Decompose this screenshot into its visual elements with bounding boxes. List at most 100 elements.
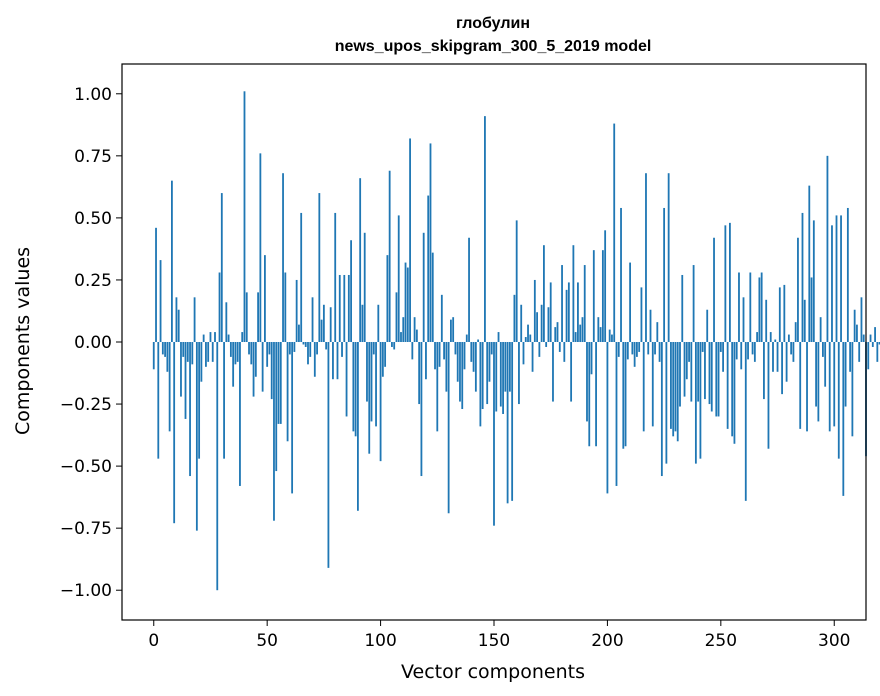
- bar: [760, 272, 763, 342]
- bar: [184, 342, 187, 419]
- bar: [406, 267, 409, 342]
- bar: [459, 342, 461, 402]
- bar: [608, 329, 611, 342]
- bar: [266, 342, 269, 367]
- bar: [592, 250, 595, 342]
- bar: [159, 260, 162, 342]
- bar: [633, 342, 636, 367]
- bar: [681, 274, 684, 342]
- bar: [706, 309, 709, 342]
- bar: [790, 342, 793, 355]
- bar: [871, 342, 874, 347]
- bar: [345, 342, 348, 417]
- bar: [812, 220, 815, 343]
- bar: [152, 342, 155, 370]
- bar: [590, 342, 593, 375]
- bar: [450, 319, 452, 342]
- bar: [540, 304, 543, 342]
- bar: [862, 334, 865, 342]
- bar: [867, 342, 870, 370]
- bar: [579, 324, 582, 343]
- bar: [561, 265, 563, 342]
- bar: [481, 342, 484, 410]
- bar: [729, 222, 731, 342]
- bar: [241, 332, 244, 342]
- bar: [647, 342, 650, 355]
- bar: [445, 342, 448, 392]
- bar: [409, 138, 411, 342]
- bar: [363, 232, 366, 342]
- bar: [563, 342, 566, 362]
- y-tick-label: 0.50: [74, 209, 112, 229]
- bar: [218, 272, 221, 342]
- bar: [617, 342, 620, 357]
- bar: [370, 342, 373, 422]
- bar: [846, 207, 849, 342]
- bar: [171, 180, 173, 342]
- bar: [529, 334, 532, 342]
- bar: [869, 334, 872, 342]
- y-tick-label: −1.00: [60, 581, 112, 601]
- bar: [157, 342, 160, 459]
- bar: [613, 123, 616, 342]
- y-tick-label: 0.25: [74, 271, 112, 291]
- bar: [168, 342, 171, 432]
- bar: [615, 342, 618, 486]
- bar: [341, 342, 343, 357]
- bar: [284, 272, 287, 342]
- bar: [304, 342, 307, 347]
- bar: [731, 342, 734, 437]
- bar: [819, 317, 822, 342]
- bar: [715, 342, 718, 417]
- x-tick-label: 50: [256, 631, 278, 651]
- y-axis-ticks: −1.00 −0.75 −0.50 −0.25 0.00 0.25 0.50 0.75 1.00: [60, 85, 122, 601]
- bar: [318, 193, 321, 342]
- bar: [574, 332, 577, 342]
- y-tick-label: −0.50: [60, 457, 112, 477]
- bar: [164, 342, 166, 357]
- bar: [556, 322, 559, 342]
- bar: [431, 252, 434, 342]
- bar: [302, 342, 305, 345]
- bar: [273, 342, 275, 521]
- bar: [840, 215, 842, 342]
- bar: [531, 342, 534, 372]
- bar: [722, 342, 724, 372]
- bar: [785, 342, 788, 382]
- bar: [223, 342, 225, 459]
- bar: [588, 342, 591, 447]
- bar: [667, 173, 670, 342]
- bar: [849, 342, 852, 372]
- bar: [597, 317, 600, 342]
- y-tick-label: 1.00: [74, 85, 112, 105]
- bar: [359, 178, 362, 342]
- bar: [352, 342, 355, 432]
- bar: [545, 342, 548, 347]
- x-tick-label: 300: [818, 631, 850, 651]
- x-tick-label: 150: [478, 631, 510, 651]
- bar: [252, 342, 255, 397]
- bar: [774, 339, 777, 342]
- bar: [234, 342, 237, 365]
- bar: [350, 240, 352, 342]
- bar: [638, 342, 641, 352]
- bar: [372, 342, 375, 355]
- bar: [817, 342, 820, 422]
- bar: [200, 342, 203, 382]
- bar: [701, 342, 704, 352]
- bar: [826, 155, 829, 342]
- bar: [177, 309, 180, 342]
- bar: [268, 342, 271, 355]
- bar: [699, 342, 702, 459]
- bar: [368, 342, 371, 454]
- bar: [824, 342, 827, 387]
- bar: [411, 342, 414, 360]
- bar: [322, 304, 325, 342]
- bar: [697, 342, 700, 402]
- bar: [393, 342, 396, 350]
- bar: [288, 342, 291, 355]
- bar: [581, 317, 584, 342]
- bar: [175, 297, 178, 342]
- bar: [490, 342, 493, 355]
